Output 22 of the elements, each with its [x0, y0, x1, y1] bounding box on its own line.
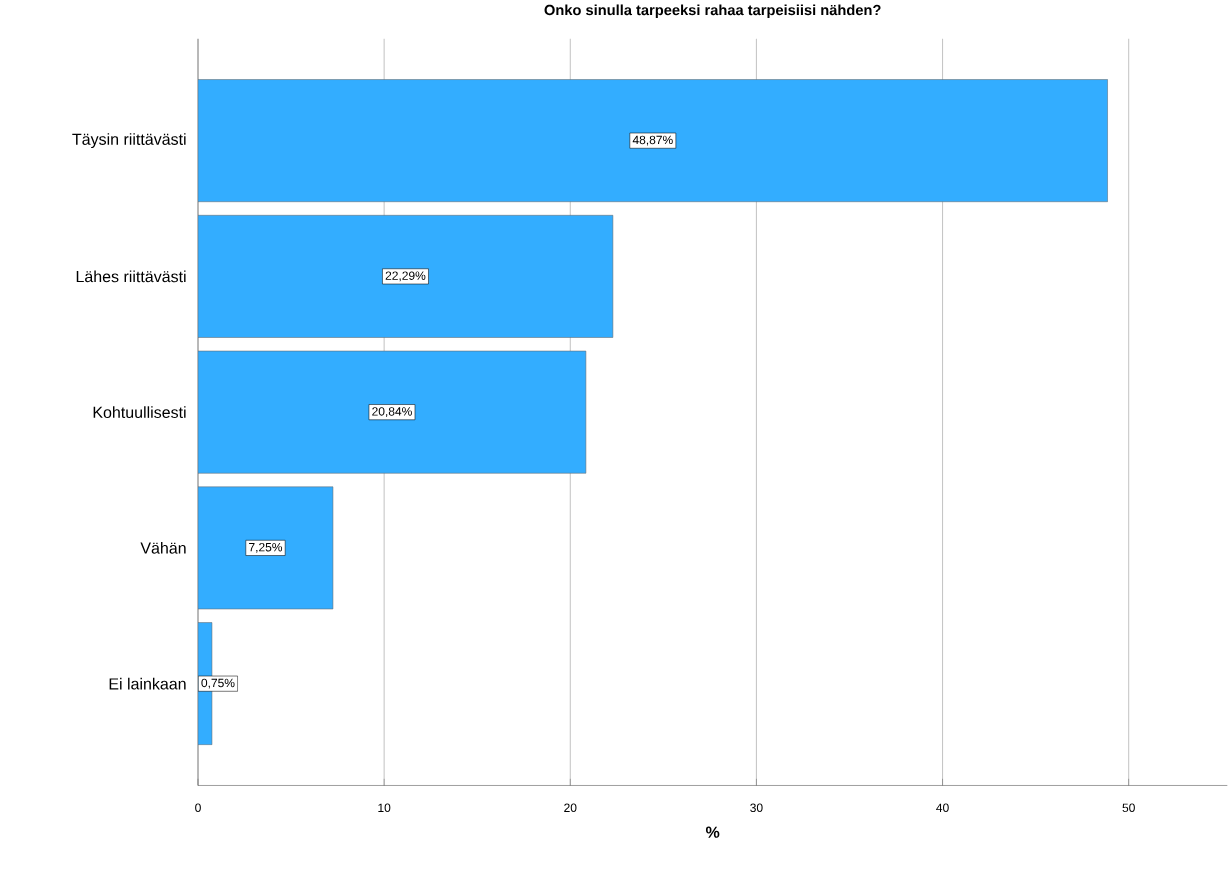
y-tick-label: Vähän [140, 541, 186, 554]
y-tick-label: Ei lainkaan [109, 677, 186, 690]
x-tick-label: 40 [936, 803, 949, 812]
x-tick-label: 20 [564, 803, 577, 812]
x-axis-title: % [705, 826, 720, 838]
y-tick-label: Kohtuullisesti [93, 406, 186, 418]
data-label: 22,29% [385, 271, 426, 282]
x-tick-label: 0 [195, 803, 201, 812]
y-tick-label: Lähes riittävästi [76, 270, 186, 283]
bar [198, 350, 587, 474]
data-label: 0,75% [201, 678, 235, 689]
data-label: 20,84% [372, 406, 412, 417]
x-tick-label: 30 [750, 803, 763, 812]
y-tick-label: Täysin riittävästi [72, 132, 186, 148]
data-label: 7,25% [249, 542, 283, 553]
bar [198, 486, 334, 610]
x-tick-label: 50 [1122, 803, 1135, 812]
data-label: 48,87% [632, 135, 673, 146]
bar [198, 79, 1108, 202]
x-tick-label: 10 [378, 803, 391, 812]
bar [198, 214, 614, 338]
chart-title: Onko sinulla tarpeeksi rahaa tarpeisiisi nähden? [544, 4, 881, 18]
